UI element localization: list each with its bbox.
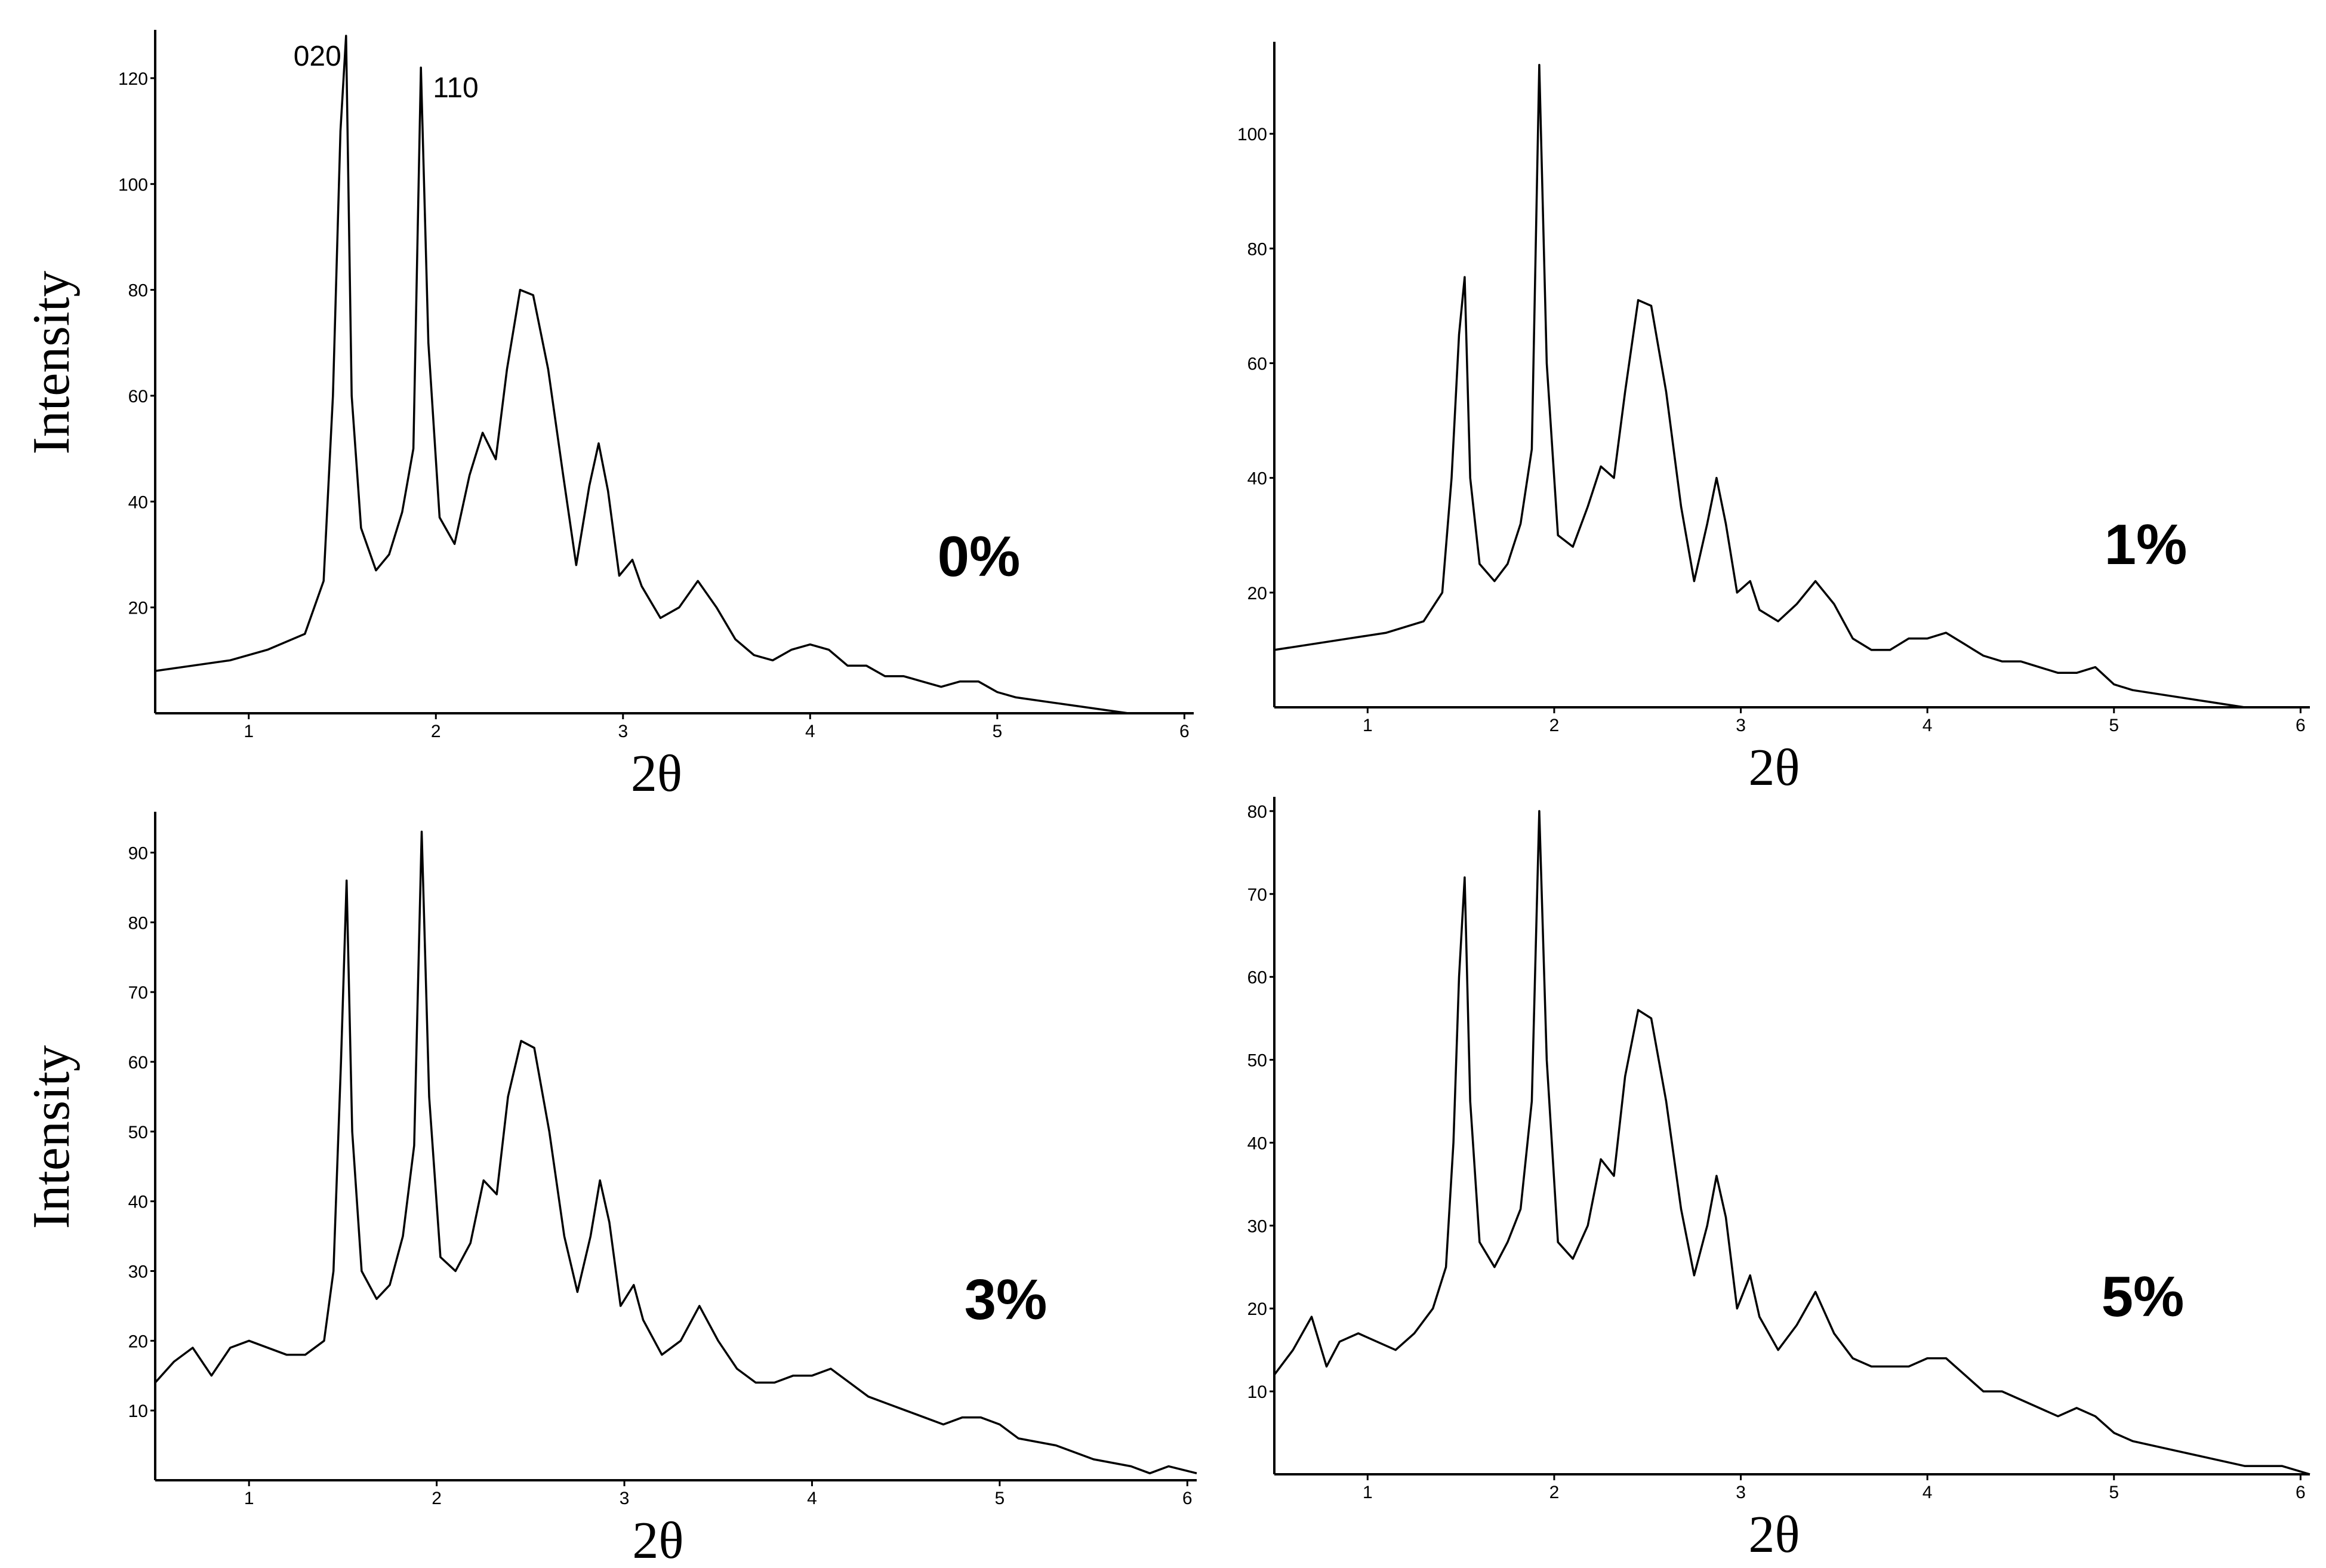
x-tick-label: 2 — [432, 1489, 442, 1508]
x-axis-title: 2θ — [632, 1512, 683, 1568]
xrd-pattern-line — [155, 35, 1194, 714]
y-tick-label: 50 — [128, 1123, 148, 1142]
y-tick-label: 100 — [118, 175, 148, 195]
panel-label: 0% — [938, 525, 1021, 589]
x-axis-title: 2θ — [1748, 739, 1800, 797]
y-tick-label: 30 — [1247, 1216, 1267, 1236]
xrd-pattern-line — [1273, 810, 2310, 1475]
y-tick-label: 40 — [128, 492, 148, 512]
x-tick-label: 6 — [1179, 722, 1190, 741]
x-tick-label: 6 — [2296, 716, 2306, 735]
peak-label-020: 020 — [294, 41, 341, 72]
peak-label-110: 110 — [433, 72, 479, 104]
panel-label: 5% — [2102, 1265, 2185, 1329]
chart-panel-3: 1 2 3 4 5 6 10 20 30 40 50 60 70 80 90 2θ Intensity 3% — [23, 812, 1197, 1568]
x-axis-title: 2θ — [1748, 1506, 1800, 1564]
x-tick-label: 5 — [2109, 1483, 2119, 1502]
y-tick-label: 40 — [1247, 1133, 1267, 1153]
x-tick-label: 1 — [244, 722, 254, 741]
xrd-pattern-line — [1274, 64, 2310, 708]
y-tick-label: 60 — [1247, 354, 1267, 374]
y-tick-label: 80 — [128, 913, 148, 933]
x-tick-label: 4 — [1923, 716, 1933, 735]
y-tick-label: 120 — [118, 69, 148, 89]
x-tick-label: 6 — [1182, 1489, 1193, 1508]
y-tick-label: 80 — [1247, 802, 1267, 822]
y-tick-label: 90 — [128, 843, 148, 863]
xrd-pattern-line — [154, 830, 1197, 1475]
panel-label: 1% — [2105, 513, 2188, 577]
chart-panel-1: 1 2 3 4 5 6 20 40 60 80 100 120 020 110 2θ Intensity 0% — [23, 30, 1194, 803]
y-tick-label: 20 — [128, 1332, 148, 1351]
x-tick-label: 3 — [618, 722, 628, 741]
x-tick-label: 2 — [431, 722, 441, 741]
x-tick-label: 3 — [1736, 1483, 1746, 1502]
y-tick-label: 70 — [128, 983, 148, 1003]
chart-panel-2: 1 2 3 4 5 6 20 40 60 80 100 2θ 1% — [1237, 42, 2310, 797]
y-tick-label: 80 — [128, 281, 148, 301]
y-tick-label: 40 — [128, 1193, 148, 1212]
x-axis-title: 2θ — [631, 745, 682, 803]
x-tick-label: 5 — [995, 1489, 1005, 1508]
x-tick-label: 2 — [1549, 1483, 1560, 1502]
y-tick-label: 60 — [128, 387, 148, 406]
y-tick-label: 60 — [1247, 968, 1267, 988]
panel-label: 3% — [965, 1268, 1048, 1332]
x-tick-label: 1 — [1363, 1483, 1373, 1502]
x-tick-label: 6 — [2296, 1483, 2306, 1502]
y-axis-title: Intensity — [23, 271, 81, 455]
y-tick-label: 60 — [128, 1053, 148, 1073]
x-tick-label: 4 — [1923, 1483, 1933, 1502]
x-tick-label: 3 — [1736, 716, 1746, 735]
chart-panel-4: 1 2 3 4 5 6 10 20 30 40 50 60 70 80 2θ 5% — [1247, 797, 2310, 1564]
x-tick-label: 4 — [807, 1489, 817, 1508]
y-tick-label: 80 — [1247, 239, 1267, 259]
y-tick-label: 10 — [128, 1401, 148, 1421]
y-tick-label: 100 — [1237, 125, 1267, 144]
x-tick-label: 5 — [992, 722, 1002, 741]
y-tick-label: 40 — [1247, 469, 1267, 489]
y-tick-label: 10 — [1247, 1382, 1267, 1402]
x-tick-label: 3 — [620, 1489, 630, 1508]
y-tick-label: 20 — [128, 599, 148, 618]
y-tick-label: 50 — [1247, 1051, 1267, 1071]
y-tick-label: 30 — [128, 1262, 148, 1281]
x-tick-label: 4 — [805, 722, 815, 741]
y-tick-label: 20 — [1247, 1299, 1267, 1319]
x-tick-label: 1 — [244, 1489, 254, 1508]
x-tick-label: 2 — [1549, 716, 1560, 735]
y-tick-label: 20 — [1247, 584, 1267, 603]
y-tick-label: 70 — [1247, 885, 1267, 905]
x-tick-label: 1 — [1363, 716, 1373, 735]
x-tick-label: 5 — [2109, 716, 2119, 735]
y-axis-title: Intensity — [23, 1045, 81, 1229]
